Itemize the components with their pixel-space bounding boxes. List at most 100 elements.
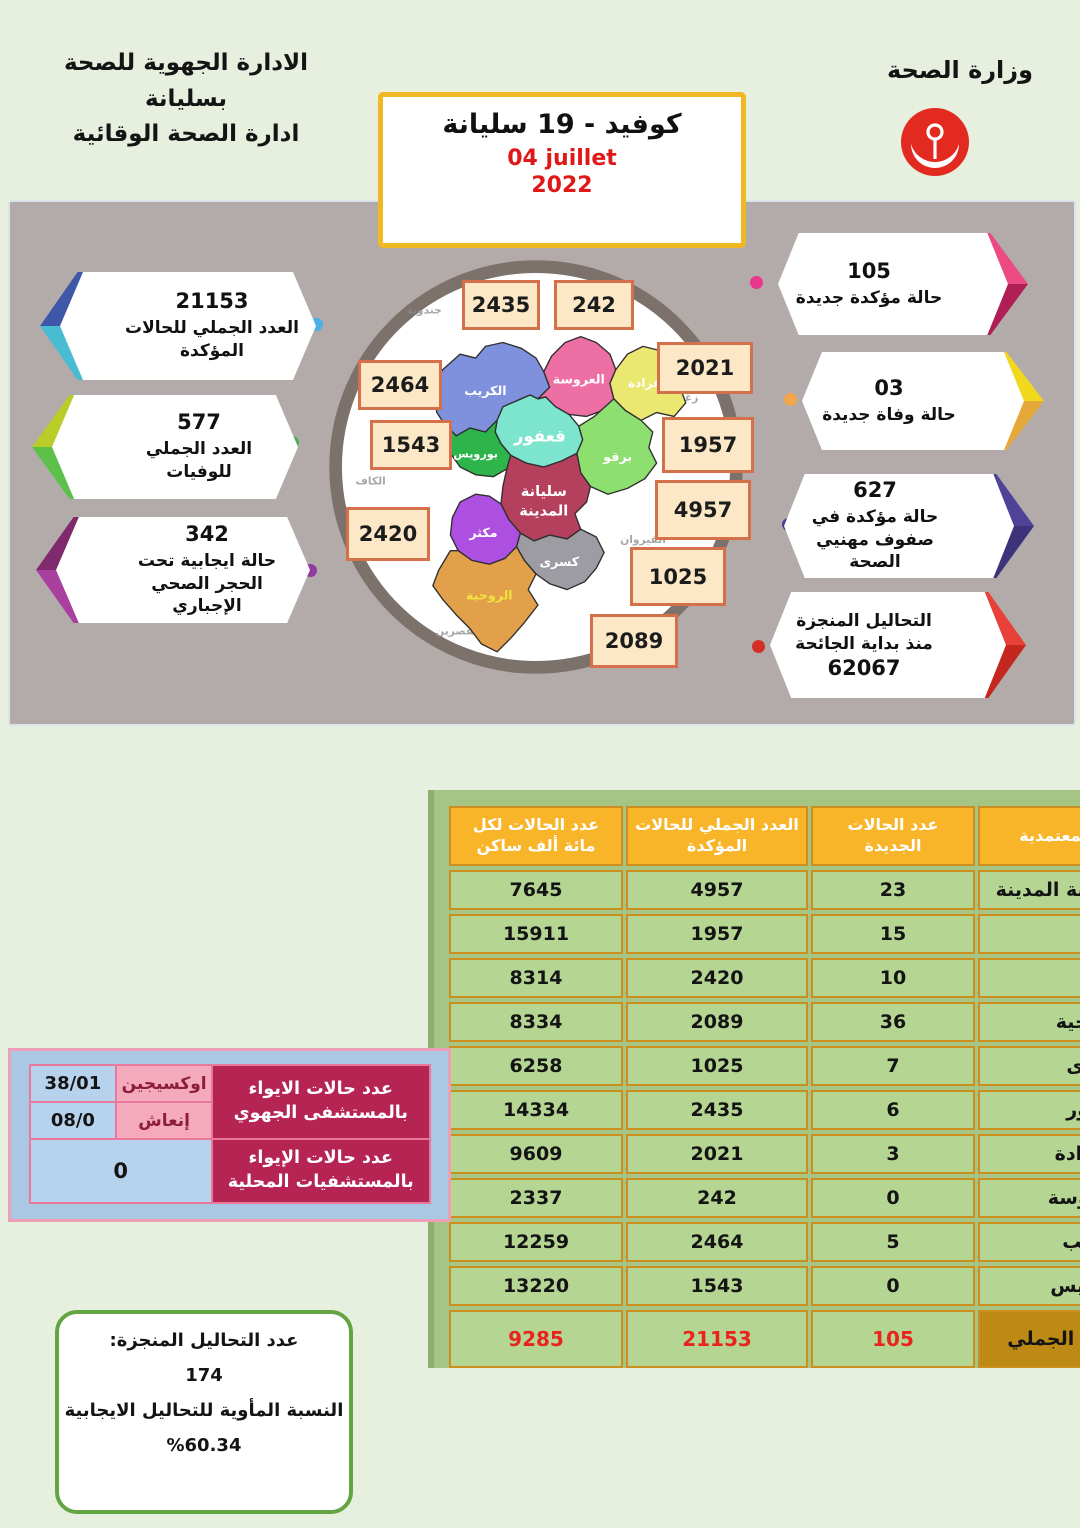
regional-title-line1: عدد حالات الايواء (248, 1079, 393, 1100)
cases-per-100k: 13220 (449, 1266, 623, 1306)
regional-title-line2: بالمستشفى الجهوي (233, 1103, 408, 1123)
connector-dot-red (752, 640, 765, 653)
callout-elkrib-total: 2464 (358, 360, 442, 410)
table-row: سليانة المدينة 23 4957 7645 (449, 870, 1080, 910)
table-row: قعفور 6 2435 14334 (449, 1090, 1080, 1130)
delegation-name: الروحية (978, 1002, 1080, 1042)
callout-bourouis-total: 1543 (370, 420, 452, 470)
icu-label: إنعاش (115, 1101, 213, 1140)
total-confirmed: 242 (626, 1178, 808, 1218)
new-cases: 5 (811, 1222, 975, 1262)
stat-value: 342 (185, 521, 229, 546)
region-label-elaroussa: العروسة (553, 371, 605, 386)
delegation-name: برقو (978, 914, 1080, 954)
col-header-new-cases: عدد الحالات الجديدة (811, 806, 975, 866)
new-cases: 36 (811, 1002, 975, 1042)
regional-hospital-title: عدد حالات الايواء بالمستشفى الجهوي (210, 1064, 431, 1140)
cases-per-100k: 12259 (449, 1222, 623, 1262)
connector-dot-pink (750, 276, 763, 289)
table-row: مكثر 10 2420 8314 (449, 958, 1080, 998)
table-row: كسرى 7 1025 6258 (449, 1046, 1080, 1086)
stat-label: حالة مؤكدة في صفوف مهنيي الصحة (811, 506, 939, 573)
stat-label: حالة وفاة جديدة (822, 404, 956, 425)
banner-shape (56, 517, 310, 623)
map-dashboard-panel: جندوبة باجة زغوان الكاف القيروان القصرين (8, 200, 1076, 726)
stat-label: حالة مؤكدة جديدة (795, 287, 943, 308)
hospital-admissions-box: عدد حالات الايواء بالمستشفى الجهوي اوكسي… (8, 1048, 451, 1222)
stat-value: 03 (874, 375, 904, 400)
banner-shape (52, 395, 298, 499)
region-rouhia (432, 546, 539, 653)
callout-kesra-total: 1025 (630, 547, 726, 606)
table-header-row: المعتمدية عدد الحالات الجديدة العدد الجم… (449, 806, 1080, 866)
stat-value: 105 (847, 258, 891, 283)
positivity-rate-value: %60.34 (166, 1435, 242, 1456)
stat-value: 577 (177, 410, 221, 435)
callout-rouhia-total: 2089 (590, 614, 678, 668)
stat-new-confirmed-cases: 105 حالة مؤكدة جديدة (776, 233, 1028, 335)
delegation-name: بورويس (978, 1266, 1080, 1306)
neighbor-label: الكاف (355, 475, 385, 488)
stat-positive-under-quarantine: 342 حالة ايجابية تحت الحجر الصحي الإجبار… (36, 517, 312, 623)
oxygen-label: اوكسيجين (115, 1064, 213, 1103)
connector-dot-orange (784, 393, 797, 406)
cases-per-100k: 7645 (449, 870, 623, 910)
delegation-name: الكريب (978, 1222, 1080, 1262)
daily-tests-box: عدد التحاليل المنجزة: 174 النسبة المأوية… (55, 1310, 353, 1514)
table-row: بورويس 0 1543 13220 (449, 1266, 1080, 1306)
new-cases: 15 (811, 914, 975, 954)
total-confirmed: 2420 (626, 958, 808, 998)
cases-per-100k: 15911 (449, 914, 623, 954)
new-cases: 7 (811, 1046, 975, 1086)
col-header-per-100k: عدد الحالات لكل مائة ألف ساكن (449, 806, 623, 866)
callout-elaroussa-total: 242 (554, 280, 634, 330)
total-new-cases: 105 (811, 1310, 975, 1368)
cases-by-delegation-panel: المعتمدية عدد الحالات الجديدة العدد الجم… (428, 790, 1080, 1368)
local-admissions-value: 0 (28, 1138, 213, 1204)
cases-by-delegation-table: المعتمدية عدد الحالات الجديدة العدد الجم… (446, 802, 1080, 1372)
neighbor-label: القيروان (620, 533, 666, 546)
callout-makthar-total: 2420 (346, 507, 430, 561)
stat-label: العدد الجملي للوفيات (145, 439, 253, 482)
tests-performed-value: 174 (185, 1365, 223, 1386)
stat-value: 21153 (175, 289, 249, 314)
region-label-bargou: برقو (602, 449, 632, 464)
local-title-line2: بالمستشفيات المحلية (227, 1172, 414, 1192)
region-label-rouhia: الروحية (466, 587, 513, 602)
callout-gaafour-total: 2435 (462, 280, 540, 330)
stat-total-deaths: 577 العدد الجملي للوفيات (32, 395, 300, 499)
new-cases: 0 (811, 1266, 975, 1306)
callout-siliana-total: 4957 (655, 480, 751, 540)
col-header-delegation: المعتمدية (978, 806, 1080, 866)
cases-per-100k: 9609 (449, 1134, 623, 1174)
crescent-logo-icon (901, 108, 969, 176)
total-confirmed: 2435 (626, 1090, 808, 1130)
report-title-box: كوفيد - 19 سليانة 04 juillet 2022 (378, 92, 746, 248)
table-row: بوعرادة 3 2021 9609 (449, 1134, 1080, 1174)
table-row: الكريب 5 2464 12259 (449, 1222, 1080, 1262)
table-total-row: العدد الجملي 105 21153 9285 (449, 1310, 1080, 1368)
total-per-100k: 9285 (449, 1310, 623, 1368)
report-date-year: 2022 (531, 173, 593, 198)
total-confirmed: 1957 (626, 914, 808, 954)
region-label-siliana-l2: المدينة (519, 503, 568, 520)
stat-tests-since-pandemic-start: التحاليل المنجزة منذ بداية الجائحة 62067 (768, 592, 1026, 698)
local-hospitals-title: عدد حالات الإيواء بالمستشفيات المحلية (210, 1138, 431, 1204)
table-row: برقو 15 1957 15911 (449, 914, 1080, 954)
hospital-row-local: عدد حالات الإيواء بالمستشفيات المحلية 0 (28, 1138, 431, 1204)
region-label-siliana-l1: سليانة (521, 483, 567, 500)
local-title-line1: عدد حالات الإيواء (248, 1148, 393, 1169)
banner-shape (60, 272, 316, 380)
positivity-rate-label: النسبة المأوية للتحاليل الايجابية (64, 1400, 344, 1421)
callout-bargou-total: 1957 (662, 417, 754, 473)
org-line-1: الادارة الجهوية للصحة (63, 50, 309, 76)
table-row: العروسة 0 242 2337 (449, 1178, 1080, 1218)
cases-per-100k: 8334 (449, 1002, 623, 1042)
delegation-name: سليانة المدينة (978, 870, 1080, 910)
new-cases: 10 (811, 958, 975, 998)
table-row: الروحية 36 2089 8334 (449, 1002, 1080, 1042)
cases-per-100k: 2337 (449, 1178, 623, 1218)
org-line-2: بسليانة (144, 85, 228, 112)
delegation-name: بوعرادة (978, 1134, 1080, 1174)
